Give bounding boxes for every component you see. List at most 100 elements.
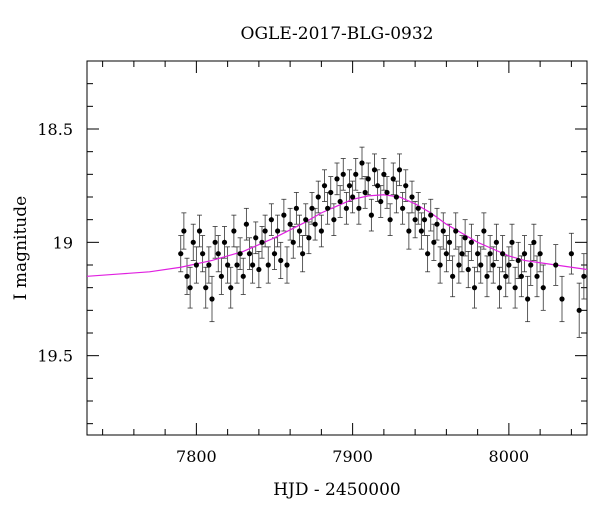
- data-point: [253, 235, 259, 241]
- y-tick-label: 19: [53, 233, 73, 252]
- data-point: [250, 262, 256, 268]
- data-point: [576, 307, 582, 313]
- data-points: [178, 160, 587, 313]
- data-point: [515, 257, 521, 264]
- data-point: [234, 262, 240, 268]
- data-point: [456, 262, 462, 268]
- data-point: [496, 285, 503, 291]
- data-point: [290, 239, 296, 245]
- data-point: [425, 251, 431, 257]
- data-point: [287, 221, 293, 227]
- data-point: [365, 176, 371, 182]
- data-point: [206, 262, 212, 268]
- data-point: [356, 205, 362, 211]
- data-point: [403, 183, 409, 189]
- data-point: [275, 228, 281, 234]
- data-point: [390, 176, 396, 182]
- data-point: [259, 239, 265, 245]
- data-point: [228, 285, 234, 291]
- data-point: [184, 273, 190, 279]
- data-point: [321, 183, 328, 189]
- data-point: [459, 251, 465, 257]
- data-point: [412, 217, 418, 223]
- data-point: [415, 205, 421, 211]
- data-point: [337, 198, 343, 205]
- data-point: [331, 217, 337, 223]
- data-point: [490, 262, 496, 268]
- data-point: [225, 262, 231, 268]
- data-point: [359, 160, 365, 166]
- data-point: [528, 262, 534, 268]
- data-point: [534, 273, 540, 279]
- data-point: [303, 217, 309, 223]
- data-point: [506, 262, 512, 268]
- data-point: [396, 167, 403, 173]
- data-point: [343, 205, 349, 211]
- data-point: [237, 251, 243, 257]
- data-point: [428, 212, 434, 218]
- data-point: [409, 194, 415, 200]
- data-point: [468, 239, 474, 245]
- model-curve: [86, 194, 588, 277]
- data-point: [406, 228, 412, 234]
- data-point: [375, 183, 381, 189]
- data-point: [300, 251, 306, 257]
- data-point: [196, 228, 203, 234]
- data-point: [221, 239, 228, 245]
- axis-ticks: [87, 60, 587, 435]
- data-point: [518, 273, 524, 279]
- data-point: [262, 228, 268, 234]
- data-point: [537, 251, 543, 257]
- data-point: [306, 235, 312, 241]
- data-point: [212, 239, 218, 245]
- x-tick-label: 7800: [176, 447, 217, 466]
- y-tick-labels: 18.5 19 19.5: [37, 120, 73, 366]
- data-point: [531, 239, 537, 245]
- data-point: [193, 262, 199, 268]
- data-point: [281, 212, 287, 218]
- data-point: [381, 171, 387, 177]
- data-point: [215, 251, 221, 257]
- data-point: [450, 273, 456, 279]
- data-point: [525, 296, 531, 302]
- chart-title: OGLE-2017-BLG-0932: [241, 24, 434, 44]
- x-tick-labels: 7800 7900 8000: [176, 447, 529, 466]
- data-point: [353, 171, 359, 177]
- y-axis-label: I magnitude: [11, 196, 31, 300]
- data-point: [243, 221, 249, 227]
- data-point: [328, 189, 334, 196]
- data-point: [218, 273, 224, 279]
- data-point: [209, 296, 215, 302]
- data-point: [393, 194, 399, 200]
- data-point: [443, 251, 449, 257]
- data-point: [465, 266, 471, 273]
- data-point: [315, 194, 321, 200]
- data-point: [540, 285, 546, 291]
- data-point: [284, 262, 290, 268]
- data-point: [493, 239, 499, 245]
- data-point: [400, 205, 406, 211]
- data-point: [200, 251, 206, 257]
- data-point: [512, 285, 518, 291]
- data-point: [246, 251, 253, 257]
- data-point: [581, 273, 587, 279]
- data-point: [453, 228, 459, 234]
- x-axis-label: HJD - 2450000: [273, 480, 401, 500]
- data-point: [240, 273, 246, 279]
- data-point: [568, 251, 574, 257]
- y-tick-label: 19.5: [37, 347, 73, 366]
- data-point: [553, 262, 559, 268]
- data-point: [325, 205, 331, 211]
- data-point: [368, 212, 374, 218]
- data-point: [500, 251, 506, 257]
- data-point: [178, 251, 184, 257]
- data-point: [559, 296, 565, 302]
- data-point: [431, 239, 437, 245]
- data-point: [312, 221, 318, 227]
- data-point: [203, 285, 209, 291]
- data-point: [309, 205, 315, 211]
- data-point: [371, 167, 378, 173]
- y-tick-label: 18.5: [37, 120, 73, 139]
- data-point: [231, 228, 237, 234]
